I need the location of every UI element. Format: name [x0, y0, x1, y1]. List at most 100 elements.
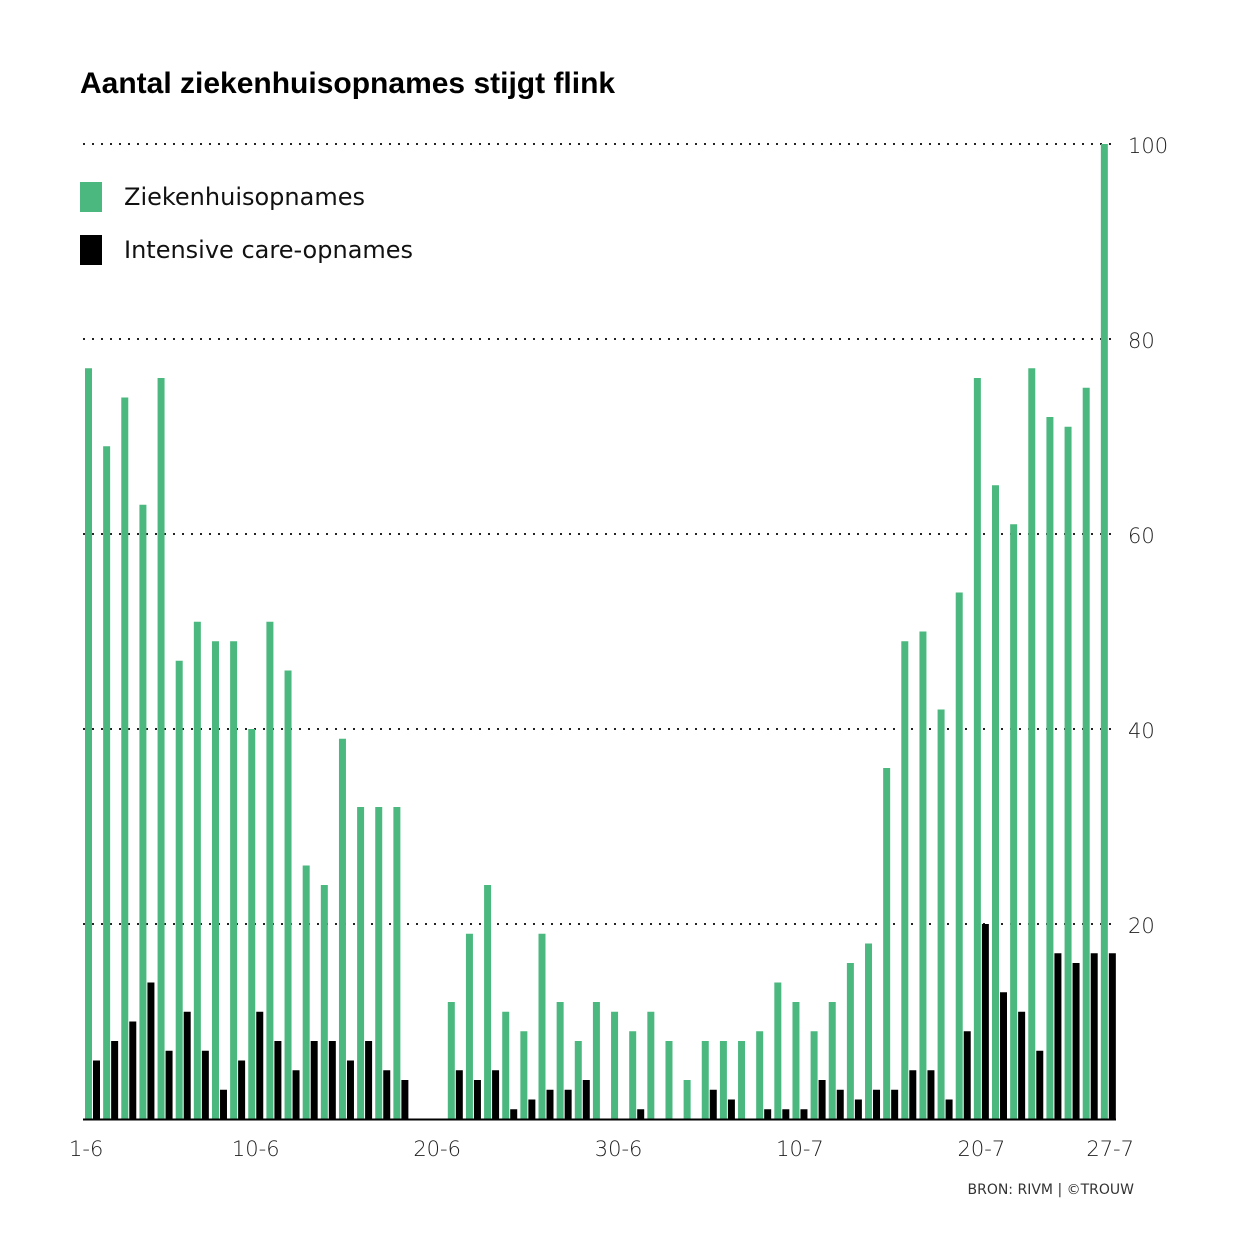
bar-ziekenhuisopnames: [592, 1002, 600, 1119]
bar-ziekenhuisopnames: [230, 641, 238, 1119]
bar-intensive-care: [492, 1070, 500, 1119]
bar-intensive-care: [401, 1080, 409, 1119]
bar-ziekenhuisopnames: [121, 397, 129, 1119]
legend-swatch-intensive-care: [80, 235, 102, 265]
bar-ziekenhuisopnames: [211, 641, 219, 1119]
bar-intensive-care: [219, 1089, 227, 1119]
bar-intensive-care: [1018, 1011, 1026, 1119]
bar-ziekenhuisopnames: [611, 1011, 619, 1119]
bar-ziekenhuisopnames: [792, 1002, 800, 1119]
bar-intensive-care: [473, 1080, 481, 1119]
bar-intensive-care: [1090, 953, 1098, 1119]
bar-intensive-care: [93, 1060, 100, 1119]
bar-ziekenhuisopnames: [484, 885, 492, 1119]
bar-ziekenhuisopnames: [701, 1041, 709, 1119]
bar-ziekenhuisopnames: [1064, 426, 1072, 1119]
bar-ziekenhuisopnames: [447, 1002, 455, 1119]
x-axis-ticks: 1-6 10-6 20-6 30-6 10-7 20-7 27-7: [69, 1137, 1134, 1161]
x-tick-label: 20-7: [958, 1137, 1006, 1161]
bar-intensive-care: [365, 1041, 373, 1119]
source-credit: BRON: RIVM | ©TROUW: [967, 1182, 1134, 1198]
bar-ziekenhuisopnames: [1028, 368, 1036, 1119]
bar-intensive-care: [129, 1021, 137, 1119]
bar-ziekenhuisopnames: [103, 446, 111, 1119]
bar-intensive-care: [927, 1070, 935, 1119]
bar-intensive-care: [1000, 992, 1007, 1119]
bar-intensive-care: [582, 1080, 590, 1119]
bar-intensive-care: [1054, 953, 1062, 1119]
legend-label-intensive-care: Intensive care-opnames: [124, 236, 413, 264]
bar-intensive-care: [564, 1089, 572, 1119]
bar-ziekenhuisopnames: [774, 982, 782, 1119]
bar-ziekenhuisopnames: [1046, 417, 1054, 1119]
bar-intensive-care: [945, 1099, 953, 1119]
bar-ziekenhuisopnames: [85, 368, 92, 1119]
x-tick-label: 10-6: [232, 1137, 280, 1161]
bar-intensive-care: [183, 1011, 191, 1119]
bar-ziekenhuisopnames: [357, 807, 365, 1119]
bar-ziekenhuisopnames: [139, 504, 147, 1119]
legend-label-ziekenhuisopnames: Ziekenhuisopnames: [124, 183, 365, 211]
bar-ziekenhuisopnames: [538, 933, 546, 1119]
chart-title: Aantal ziekenhuisopnames stijgt flink: [80, 67, 615, 100]
bar-ziekenhuisopnames: [992, 485, 999, 1119]
bar-ziekenhuisopnames: [193, 621, 201, 1119]
bar-ziekenhuisopnames: [828, 1002, 836, 1119]
bar-ziekenhuisopnames: [248, 729, 256, 1119]
bar-intensive-care: [292, 1070, 300, 1119]
bar-intensive-care: [201, 1050, 209, 1119]
bar-intensive-care: [111, 1041, 119, 1119]
x-tick-label: 20-6: [413, 1137, 461, 1161]
bar-intensive-care: [528, 1099, 536, 1119]
bar-ziekenhuisopnames: [556, 1002, 564, 1119]
bar-intensive-care: [891, 1089, 899, 1119]
bar-ziekenhuisopnames: [393, 807, 401, 1119]
bar-ziekenhuisopnames: [883, 768, 891, 1119]
bar-intensive-care: [546, 1089, 554, 1119]
legend: Ziekenhuisopnames Intensive care-opnames: [80, 182, 413, 265]
bar-intensive-care: [328, 1041, 336, 1119]
bar-ziekenhuisopnames: [375, 807, 383, 1119]
bar-intensive-care: [637, 1109, 645, 1119]
x-tick-label: 30-6: [595, 1137, 643, 1161]
bar-ziekenhuisopnames: [1082, 387, 1090, 1119]
bar-intensive-care: [274, 1041, 282, 1119]
bar-ziekenhuisopnames: [157, 378, 165, 1119]
x-tick-label: 27-7: [1086, 1137, 1134, 1161]
bar-ziekenhuisopnames: [465, 933, 473, 1119]
bar-intensive-care: [1036, 1050, 1044, 1119]
bar-ziekenhuisopnames: [719, 1041, 727, 1119]
bar-intensive-care: [782, 1109, 790, 1119]
bar-intensive-care: [510, 1109, 518, 1119]
bar-ziekenhuisopnames: [865, 943, 873, 1119]
bar-ziekenhuisopnames: [647, 1011, 655, 1119]
y-tick-label: 60: [1128, 524, 1155, 548]
bar-ziekenhuisopnames: [738, 1041, 746, 1119]
bar-ziekenhuisopnames: [175, 660, 183, 1119]
bar-ziekenhuisopnames: [955, 592, 963, 1119]
bar-intensive-care: [727, 1099, 735, 1119]
bar-intensive-care: [818, 1080, 826, 1119]
bar-intensive-care: [1072, 963, 1080, 1119]
bar-ziekenhuisopnames: [1100, 144, 1108, 1119]
bar-intensive-care: [147, 982, 155, 1119]
bar-intensive-care: [238, 1060, 246, 1119]
bar-ziekenhuisopnames: [810, 1031, 818, 1119]
bar-intensive-care: [1108, 953, 1116, 1119]
legend-swatch-ziekenhuisopnames: [80, 182, 102, 212]
bars: [85, 144, 1116, 1119]
bar-ziekenhuisopnames: [502, 1011, 510, 1119]
bar-intensive-care: [310, 1041, 318, 1119]
bar-ziekenhuisopnames: [937, 709, 945, 1119]
bar-ziekenhuisopnames: [302, 865, 310, 1119]
y-tick-label: 40: [1128, 719, 1155, 743]
bar-ziekenhuisopnames: [520, 1031, 528, 1119]
bar-ziekenhuisopnames: [973, 378, 981, 1119]
bar-ziekenhuisopnames: [665, 1041, 673, 1119]
bar-intensive-care: [963, 1031, 971, 1119]
bar-intensive-care: [165, 1050, 173, 1119]
bar-ziekenhuisopnames: [1010, 524, 1018, 1119]
bar-intensive-care: [256, 1011, 264, 1119]
bar-intensive-care: [836, 1089, 844, 1119]
